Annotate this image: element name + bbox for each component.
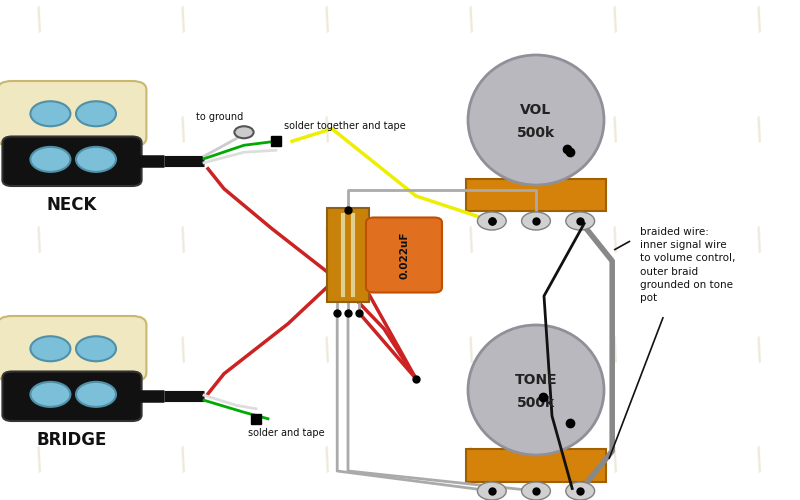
Text: /: / xyxy=(318,114,338,146)
Circle shape xyxy=(46,352,66,364)
Text: /: / xyxy=(750,334,770,366)
FancyBboxPatch shape xyxy=(2,372,142,421)
FancyBboxPatch shape xyxy=(24,331,88,419)
Text: /: / xyxy=(750,444,770,476)
Text: VOL: VOL xyxy=(520,104,552,117)
FancyBboxPatch shape xyxy=(466,448,606,482)
Text: /: / xyxy=(30,4,50,36)
Text: 500k: 500k xyxy=(517,396,555,410)
Circle shape xyxy=(234,126,254,138)
Text: /: / xyxy=(606,224,626,256)
Text: /: / xyxy=(462,4,482,36)
Text: solder together and tape: solder together and tape xyxy=(284,120,406,130)
Text: /: / xyxy=(318,444,338,476)
Text: to ground: to ground xyxy=(196,112,243,122)
Text: /: / xyxy=(318,224,338,256)
Circle shape xyxy=(30,382,70,407)
Text: /: / xyxy=(30,114,50,146)
Text: /: / xyxy=(750,114,770,146)
Text: /: / xyxy=(750,4,770,36)
Text: 0.022uF: 0.022uF xyxy=(399,231,409,279)
Text: /: / xyxy=(174,4,194,36)
FancyBboxPatch shape xyxy=(466,178,606,212)
Text: /: / xyxy=(30,444,50,476)
Circle shape xyxy=(566,212,594,230)
Ellipse shape xyxy=(468,55,604,185)
Text: /: / xyxy=(30,334,50,366)
FancyBboxPatch shape xyxy=(326,208,370,302)
Text: /: / xyxy=(174,334,194,366)
Text: /: / xyxy=(318,4,338,36)
Circle shape xyxy=(566,482,594,500)
Circle shape xyxy=(522,482,550,500)
Text: /: / xyxy=(750,224,770,256)
Text: /: / xyxy=(174,114,194,146)
FancyBboxPatch shape xyxy=(366,218,442,292)
Text: BRIDGE: BRIDGE xyxy=(37,431,107,449)
Text: /: / xyxy=(30,224,50,256)
Text: /: / xyxy=(606,334,626,366)
Text: /: / xyxy=(606,444,626,476)
FancyBboxPatch shape xyxy=(0,316,146,382)
Circle shape xyxy=(478,482,506,500)
Circle shape xyxy=(30,336,70,361)
Circle shape xyxy=(46,118,66,130)
Text: NECK: NECK xyxy=(47,196,97,214)
Ellipse shape xyxy=(468,325,604,455)
Text: /: / xyxy=(462,444,482,476)
FancyBboxPatch shape xyxy=(2,136,142,186)
Text: /: / xyxy=(174,444,194,476)
Circle shape xyxy=(30,147,70,172)
Text: TONE: TONE xyxy=(514,373,558,387)
Text: /: / xyxy=(606,4,626,36)
Text: braided wire:
inner signal wire
to volume control,
outer braid
grounded on tone
: braided wire: inner signal wire to volum… xyxy=(640,227,735,303)
Text: solder and tape: solder and tape xyxy=(248,428,325,438)
Text: /: / xyxy=(462,224,482,256)
Circle shape xyxy=(76,336,116,361)
FancyBboxPatch shape xyxy=(0,81,146,146)
Circle shape xyxy=(76,382,116,407)
Text: /: / xyxy=(606,114,626,146)
Circle shape xyxy=(478,212,506,230)
Circle shape xyxy=(76,147,116,172)
Text: /: / xyxy=(174,224,194,256)
Circle shape xyxy=(76,101,116,126)
Circle shape xyxy=(522,212,550,230)
Text: 500k: 500k xyxy=(517,126,555,140)
FancyBboxPatch shape xyxy=(24,96,88,184)
Text: /: / xyxy=(318,334,338,366)
Circle shape xyxy=(30,101,70,126)
Text: /: / xyxy=(462,114,482,146)
Text: /: / xyxy=(462,334,482,366)
